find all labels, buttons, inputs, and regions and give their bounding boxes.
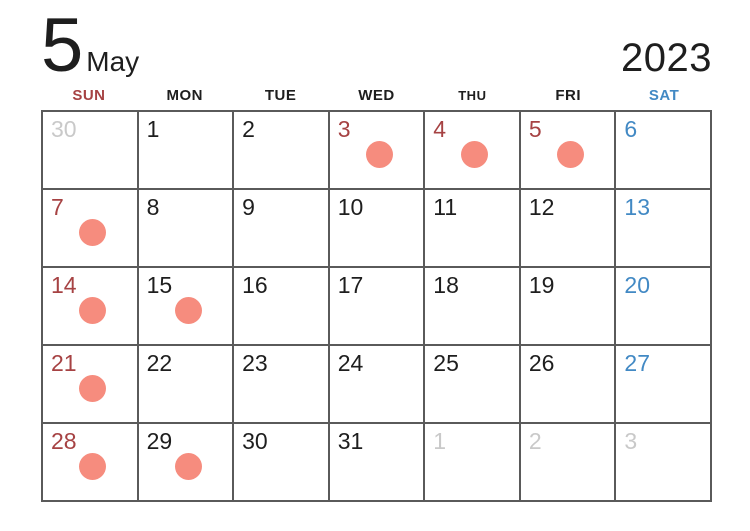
day-cell-10[interactable]: 10 xyxy=(329,190,426,268)
day-number: 31 xyxy=(337,428,364,454)
day-number: 6 xyxy=(624,116,638,142)
day-number: 3 xyxy=(337,116,351,142)
day-number: 13 xyxy=(624,194,651,220)
day-number: 11 xyxy=(433,194,458,220)
day-number: 2 xyxy=(242,116,255,142)
day-number: 12 xyxy=(528,194,555,220)
event-dot-icon xyxy=(79,297,106,324)
day-cell-30-adjacent[interactable]: 30 xyxy=(43,112,139,190)
weekday-label-sat: SAT xyxy=(648,87,680,104)
day-number: 9 xyxy=(242,194,255,220)
day-cell-9[interactable]: 9 xyxy=(234,190,330,268)
day-cell-18[interactable]: 18 xyxy=(425,268,521,346)
day-cell-7[interactable]: 7 xyxy=(43,190,139,268)
event-dot-icon xyxy=(174,297,202,324)
day-cell-2[interactable]: 2 xyxy=(234,112,330,190)
event-dot-icon xyxy=(365,141,393,168)
weekday-label-sun: SUN xyxy=(72,87,106,104)
weekday-label-fri: FRI xyxy=(555,87,582,104)
day-cell-14[interactable]: 14 xyxy=(43,268,139,346)
day-number: 21 xyxy=(51,350,77,376)
day-cell-15[interactable]: 15 xyxy=(138,268,235,346)
day-number: 29 xyxy=(146,428,173,454)
day-cell-1-adjacent[interactable]: 1 xyxy=(425,424,521,502)
day-number: 2 xyxy=(528,428,542,454)
day-number: 1 xyxy=(433,428,447,454)
day-cell-25[interactable]: 25 xyxy=(425,346,521,424)
calendar-title-row: 5 May 2023 xyxy=(41,0,712,88)
day-number: 5 xyxy=(528,116,542,142)
day-cell-6[interactable]: 6 xyxy=(616,112,712,190)
event-dot-icon xyxy=(79,375,106,402)
day-cell-29[interactable]: 29 xyxy=(138,424,235,502)
day-cell-3[interactable]: 3 xyxy=(329,112,426,190)
day-number: 22 xyxy=(146,350,173,376)
day-number: 16 xyxy=(242,272,268,298)
day-number: 26 xyxy=(528,350,555,376)
day-number: 14 xyxy=(51,272,77,298)
month-name: May xyxy=(86,46,140,77)
day-number: 8 xyxy=(146,194,160,220)
day-number: 27 xyxy=(624,350,651,376)
day-cell-13[interactable]: 13 xyxy=(616,190,712,268)
event-dot-icon xyxy=(461,141,489,168)
day-cell-23[interactable]: 23 xyxy=(234,346,330,424)
day-cell-8[interactable]: 8 xyxy=(138,190,235,268)
day-number: 7 xyxy=(51,194,64,220)
event-dot-icon xyxy=(79,219,106,246)
day-cell-12[interactable]: 12 xyxy=(520,190,617,268)
calendar-grid: 30 1 2 3 4 5 6 7 8 9 10 11 12 13 14 15 16 17 18 19 20 21 22 23 2… xyxy=(41,110,712,502)
day-number: 1 xyxy=(146,116,160,142)
weekday-label-mon: MON xyxy=(166,87,204,104)
weekday-label-thu: THU xyxy=(458,88,487,103)
day-number: 28 xyxy=(51,428,77,454)
day-number: 18 xyxy=(433,272,459,298)
day-cell-26[interactable]: 26 xyxy=(520,346,617,424)
year-label: 2023 xyxy=(621,36,712,80)
event-dot-icon xyxy=(174,453,202,480)
day-number: 23 xyxy=(242,350,268,376)
day-cell-16[interactable]: 16 xyxy=(234,268,330,346)
day-number: 30 xyxy=(242,428,268,454)
day-cell-30[interactable]: 30 xyxy=(234,424,330,502)
month-number: 5 xyxy=(41,3,83,88)
day-number: 10 xyxy=(337,194,364,220)
day-cell-1[interactable]: 1 xyxy=(138,112,235,190)
day-cell-27[interactable]: 27 xyxy=(616,346,712,424)
day-cell-24[interactable]: 24 xyxy=(329,346,426,424)
calendar: 5 May 2023 SUN MON TUE WED THU FRI SAT 30 1 2 3 4 5… xyxy=(41,0,712,502)
day-number: 24 xyxy=(337,350,364,376)
day-cell-28[interactable]: 28 xyxy=(43,424,139,502)
day-cell-2-adjacent[interactable]: 2 xyxy=(520,424,617,502)
event-dot-icon xyxy=(79,453,106,480)
day-cell-21[interactable]: 21 xyxy=(43,346,139,424)
day-cell-31[interactable]: 31 xyxy=(329,424,426,502)
day-cell-17[interactable]: 17 xyxy=(329,268,426,346)
day-cell-3-adjacent[interactable]: 3 xyxy=(616,424,712,502)
day-number: 19 xyxy=(528,272,555,298)
day-cell-5[interactable]: 5 xyxy=(520,112,617,190)
day-number: 17 xyxy=(337,272,364,298)
day-cell-11[interactable]: 11 xyxy=(425,190,521,268)
weekday-label-wed: WED xyxy=(358,87,395,104)
day-cell-22[interactable]: 22 xyxy=(138,346,235,424)
day-number: 25 xyxy=(433,350,459,376)
day-cell-19[interactable]: 19 xyxy=(520,268,617,346)
weekday-header-row: SUN MON TUE WED THU FRI SAT xyxy=(41,86,712,106)
day-number: 4 xyxy=(433,116,447,142)
day-number: 3 xyxy=(624,428,638,454)
weekday-label-tue: TUE xyxy=(264,87,297,104)
day-number: 20 xyxy=(624,272,651,298)
day-number: 30 xyxy=(51,116,77,142)
day-cell-4[interactable]: 4 xyxy=(425,112,521,190)
day-cell-20[interactable]: 20 xyxy=(616,268,712,346)
event-dot-icon xyxy=(556,141,584,168)
day-number: 15 xyxy=(146,272,173,298)
